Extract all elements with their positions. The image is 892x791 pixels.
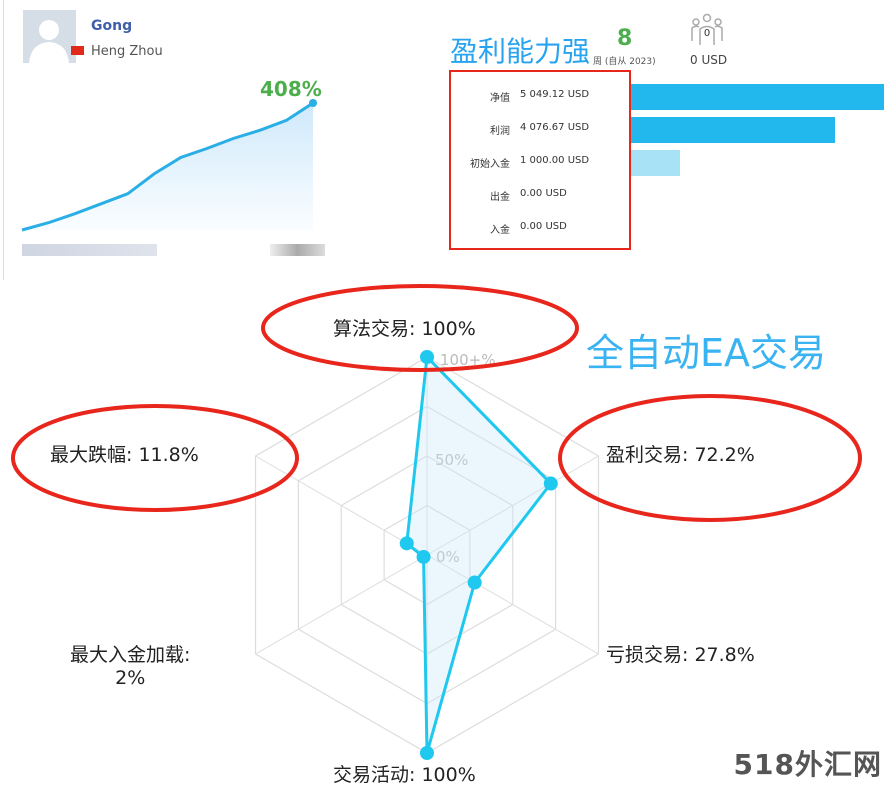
highlight-ellipse <box>11 404 299 512</box>
user-silhouette-icon <box>29 20 69 63</box>
radar-ring-label: 0% <box>436 548 460 566</box>
radar-axis-label: 最大跌幅: 11.8% <box>50 444 199 466</box>
watermark: 518外汇网 <box>733 748 882 781</box>
china-flag-icon <box>71 46 84 55</box>
radar-spoke <box>426 554 599 655</box>
stat-label: 净值 <box>490 93 510 104</box>
highlight-ellipse <box>261 284 579 372</box>
subscribers-usd: 0 USD <box>690 53 728 67</box>
radar-axis-label: 交易活动: 100% <box>333 764 476 786</box>
highlight-box <box>449 70 631 250</box>
radar-spoke <box>426 455 599 556</box>
stat-value: 5 049.12 USD <box>520 89 590 100</box>
avatar[interactable] <box>23 10 76 63</box>
gain-value: 408% <box>260 77 322 101</box>
radar-point <box>420 350 434 364</box>
stat-value: 0.00 USD <box>520 188 567 199</box>
stat-bar <box>629 117 835 143</box>
radar-axis-label: 盈利交易: 72.2% <box>606 444 755 466</box>
stat-row: 净值 5 049.12 USD <box>450 86 630 106</box>
radar-point <box>416 549 431 564</box>
radar-axis-label: 算法交易: 100% <box>333 318 476 340</box>
growth-chart <box>21 99 317 232</box>
divider <box>3 0 4 280</box>
growth-end-point <box>309 99 317 107</box>
stat-bar <box>629 84 884 110</box>
subscribers-icon[interactable]: 0 <box>689 13 725 47</box>
stat-row: 利润 4 076.67 USD <box>450 119 630 139</box>
radar-spoke <box>255 455 428 556</box>
radar-point <box>420 746 434 760</box>
weeks-count: 8 <box>617 26 633 51</box>
radar-axis-label: 亏损交易: 27.8% <box>606 644 755 666</box>
radar-spoke <box>255 554 428 655</box>
radar-point <box>467 575 482 590</box>
city: Heng Zhou <box>91 44 163 59</box>
stat-row: 初始入金 1 000.00 USD <box>450 152 630 172</box>
radar-point <box>399 536 414 551</box>
radar-axis-label: 最大入金加载: 2% <box>70 644 191 689</box>
highlight-ellipse <box>558 394 862 522</box>
growth-line <box>21 101 314 232</box>
blurred-date-end <box>270 244 325 256</box>
annotation-text: 全自动EA交易 <box>586 331 827 375</box>
radar-point <box>543 476 558 491</box>
radar-chart: 100+% 50% 0% <box>11 284 862 760</box>
blurred-date-start <box>22 244 157 256</box>
stat-label: 初始入金 <box>470 159 510 170</box>
stat-value: 0.00 USD <box>520 221 567 232</box>
signal-name[interactable]: Gong <box>91 18 133 34</box>
stat-label: 出金 <box>490 192 510 203</box>
stat-label: 入金 <box>490 225 510 236</box>
weeks-suffix: 周 (自从 2023) <box>593 57 656 67</box>
stat-bar <box>629 150 680 176</box>
radar-ring-label: 50% <box>435 451 468 469</box>
stat-label: 利润 <box>490 126 510 137</box>
stat-value: 1 000.00 USD <box>520 155 590 166</box>
headline: 盈利能力强 <box>450 35 591 68</box>
stat-value: 4 076.67 USD <box>520 122 590 133</box>
radar-ring-label: 100+% <box>440 351 495 369</box>
subscribers-count: 0 <box>704 28 710 39</box>
stat-row: 入金 0.00 USD <box>450 218 630 238</box>
stat-row: 出金 0.00 USD <box>450 185 630 205</box>
